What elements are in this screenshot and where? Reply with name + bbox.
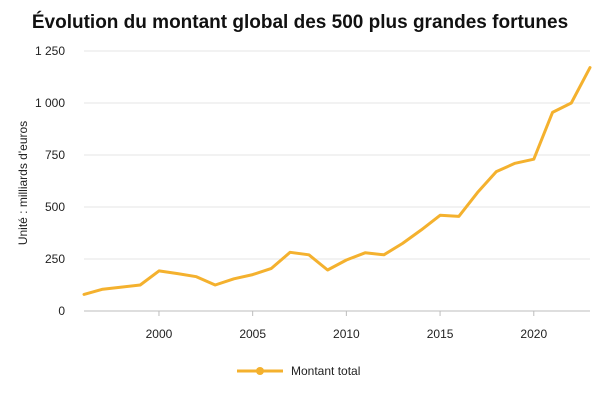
- series-layer: [82, 66, 592, 296]
- y-axis-label: Unité : milliards d'euros: [16, 121, 30, 245]
- y-tick-label: 500: [45, 200, 65, 214]
- y-axis-ticks: 0 250 500 750 1 000 1 250: [35, 44, 65, 318]
- series-line: [82, 66, 592, 296]
- x-tick-label: 2020: [520, 327, 547, 341]
- x-tick-label: 2015: [427, 327, 454, 341]
- x-tick-label: 2010: [333, 327, 360, 341]
- y-tick-label: 250: [45, 252, 65, 266]
- y-tick-label: 750: [45, 148, 65, 162]
- legend[interactable]: Montant total: [237, 364, 360, 378]
- y-tick-label: 1 250: [35, 44, 65, 58]
- y-tick-label: 0: [58, 304, 65, 318]
- y-tick-label: 1 000: [35, 96, 65, 110]
- x-tick-label: 2000: [146, 327, 173, 341]
- legend-marker: [256, 367, 264, 375]
- legend-label: Montant total: [291, 364, 360, 378]
- gridlines: [84, 50, 590, 312]
- x-tick-label: 2005: [239, 327, 266, 341]
- chart-title: Évolution du montant global des 500 plus…: [32, 11, 568, 33]
- x-axis-ticks: 2000 2005 2010 2015 2020: [146, 311, 547, 341]
